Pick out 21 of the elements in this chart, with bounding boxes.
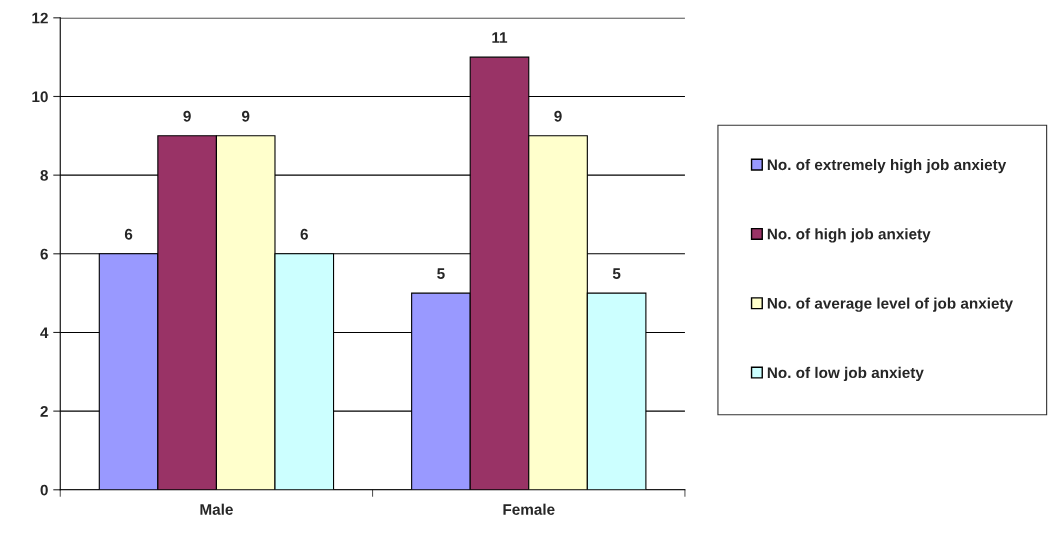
y-tick-label: 0 xyxy=(40,484,48,496)
data-label: 6 xyxy=(124,228,133,240)
data-label: 5 xyxy=(437,268,445,279)
x-tick-label: Male xyxy=(200,503,233,515)
legend-label: No. of high job anxiety xyxy=(767,228,931,243)
y-tick-label: 2 xyxy=(40,405,48,417)
y-tick-label: 4 xyxy=(40,327,49,338)
legend-label: No. of extremely high job anxiety xyxy=(767,158,1007,174)
data-label: 6 xyxy=(300,228,308,240)
data-label: 9 xyxy=(241,110,250,122)
legend-label: No. of average level of job anxiety xyxy=(767,297,1013,312)
y-tick-label: 10 xyxy=(32,91,48,103)
legend-label: No. of low job anxiety xyxy=(767,366,924,382)
data-label: 5 xyxy=(612,268,621,279)
y-tick-label: 8 xyxy=(40,170,48,181)
data-label: 9 xyxy=(183,110,191,122)
y-tick-label: 12 xyxy=(32,12,48,24)
y-tick-label: 6 xyxy=(40,248,48,260)
data-label: 11 xyxy=(492,32,508,43)
x-tick-label: Female xyxy=(503,503,555,515)
data-label: 9 xyxy=(554,110,562,122)
